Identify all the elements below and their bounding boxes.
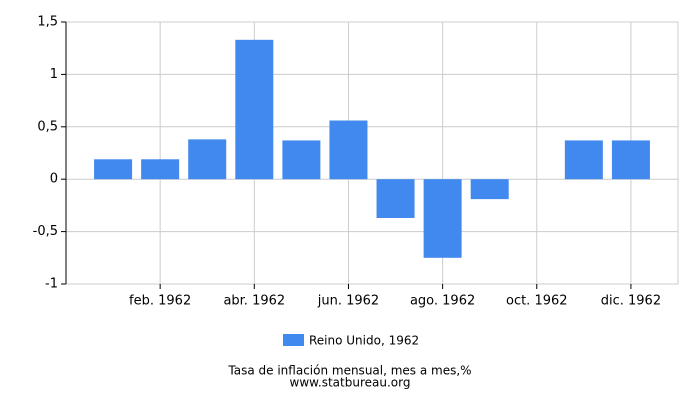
y-tick-label: 1 [50, 67, 58, 82]
x-tick-label: ago. 1962 [410, 294, 475, 309]
bar [376, 179, 415, 218]
bar [94, 159, 133, 180]
x-tick-label: jun. 1962 [317, 294, 379, 309]
bar [141, 159, 180, 180]
legend-swatch [283, 334, 304, 346]
bar [564, 140, 603, 180]
x-tick-label: abr. 1962 [223, 294, 285, 309]
y-tick-label: 0 [50, 172, 58, 187]
bar [470, 179, 509, 200]
bar [611, 140, 650, 180]
bar [282, 140, 321, 180]
bar [235, 39, 274, 180]
x-tick-label: dic. 1962 [601, 294, 661, 309]
legend-label: Reino Unido, 1962 [309, 334, 419, 348]
x-tick-label: oct. 1962 [506, 294, 568, 309]
chart-source: www.statbureau.org [290, 376, 411, 390]
bar [329, 120, 368, 180]
y-tick-label: 0,5 [37, 119, 58, 134]
bar [423, 179, 462, 258]
y-tick-label: -0,5 [33, 224, 58, 239]
y-tick-label: 1,5 [37, 15, 58, 30]
chart-title: Tasa de inflación mensual, mes a mes,% [227, 364, 471, 378]
x-tick-label: feb. 1962 [129, 294, 191, 309]
y-tick-label: -1 [45, 277, 58, 292]
bar [188, 139, 227, 180]
